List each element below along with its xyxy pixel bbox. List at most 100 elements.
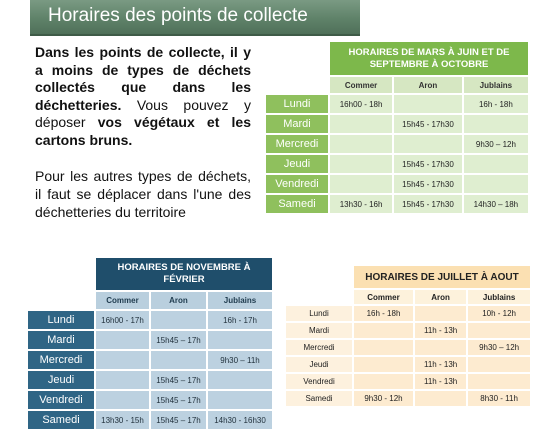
time-cell [208, 331, 272, 349]
time-cell: 13h30 - 16h [330, 195, 393, 213]
time-cell [208, 371, 272, 389]
page-title: Horaires des points de collecte [48, 5, 308, 26]
day-label: Lundi [266, 95, 328, 113]
day-label: Vendredi [28, 391, 94, 409]
time-cell [96, 331, 149, 349]
day-label: Lundi [286, 306, 352, 321]
time-cell [354, 357, 413, 372]
time-cell: 14h30 – 18h [463, 195, 528, 213]
time-cell: 16h - 18h [463, 95, 528, 113]
time-cell [415, 391, 467, 406]
schedule-table-spring-autumn: HORAIRES DE MARS À JUIN ET DE SEPTEMBRE … [264, 40, 530, 215]
day-label: Mercredi [266, 135, 328, 153]
time-cell: 9h30 – 12h [468, 340, 530, 355]
day-label: Mardi [266, 115, 328, 133]
time-cell [96, 371, 149, 389]
time-cell: 9h30 - 12h [354, 391, 413, 406]
table-row: Mercredi 9h30 – 11h [28, 351, 272, 369]
time-cell [394, 135, 462, 153]
time-cell [330, 155, 393, 173]
day-label: Samedi [28, 411, 94, 429]
time-cell [394, 95, 462, 113]
banner-bar [30, 0, 360, 36]
column-header: Aron [415, 290, 467, 304]
time-cell [354, 323, 413, 338]
time-cell: 15h45 - 17h30 [394, 175, 462, 193]
day-label: Jeudi [286, 357, 352, 372]
table-row: Lundi 16h00 - 18h 16h - 18h [266, 95, 528, 113]
intro-paragraph: Dans les points de collecte, il y a moin… [35, 44, 251, 149]
intro-normal-1: Vous pouvez y déposer [35, 96, 251, 131]
time-cell: 16h00 - 18h [330, 95, 393, 113]
table-row: Mardi 15h45 - 17h30 [266, 115, 528, 133]
header-banner: Horaires des points de collecte [0, 0, 546, 36]
time-cell: 15h45 - 17h30 [394, 115, 462, 133]
day-label: Vendredi [266, 175, 328, 193]
schedule-table-summer: HORAIRES DE JUILLET À AOUT Commer Aron J… [284, 264, 532, 408]
time-cell: 8h30 - 11h [468, 391, 530, 406]
table-corner [286, 266, 352, 288]
table-row: Vendredi 11h - 13h [286, 374, 530, 389]
table-row: Lundi 16h00 - 17h 16h - 17h [28, 311, 272, 329]
time-cell [415, 306, 467, 321]
time-cell: 15h45 – 17h [150, 391, 207, 409]
table-corner [28, 258, 94, 290]
table-row: Mercredi 9h30 – 12h [286, 340, 530, 355]
schedule-table-winter: HORAIRES DE NOVEMBRE À FÉVRIER Commer Ar… [26, 256, 274, 431]
table-row: Samedi 13h30 - 16h 15h45 - 17h30 14h30 –… [266, 195, 528, 213]
time-cell: 9h30 – 12h [463, 135, 528, 153]
column-header: Commer [354, 290, 413, 304]
day-label: Vendredi [286, 374, 352, 389]
time-cell: 16h - 18h [354, 306, 413, 321]
time-cell [354, 340, 413, 355]
table-title: HORAIRES DE MARS À JUIN ET DE SEPTEMBRE … [330, 42, 528, 75]
time-cell [468, 323, 530, 338]
day-label: Lundi [28, 311, 94, 329]
day-label: Mardi [286, 323, 352, 338]
column-header: Aron [394, 77, 462, 93]
table-row: Samedi 9h30 - 12h 8h30 - 11h [286, 391, 530, 406]
time-cell [330, 135, 393, 153]
time-cell [415, 340, 467, 355]
time-cell [468, 374, 530, 389]
time-cell [354, 374, 413, 389]
time-cell [208, 391, 272, 409]
time-cell: 15h45 - 17h30 [394, 155, 462, 173]
column-header: Commer [330, 77, 393, 93]
intro-bold-2: vos végétaux et les cartons bruns. [35, 114, 251, 148]
time-cell [463, 175, 528, 193]
column-header: Commer [96, 292, 149, 309]
table-row: Mardi 15h45 – 17h [28, 331, 272, 349]
intro-paragraph-2: Pour les autres types de déchets, il fau… [35, 168, 251, 220]
table-corner [28, 292, 94, 309]
time-cell [463, 115, 528, 133]
time-cell: 16h00 - 17h [96, 311, 149, 329]
table-row: Vendredi 15h45 - 17h30 [266, 175, 528, 193]
time-cell: 16h - 17h [208, 311, 272, 329]
time-cell: 15h45 – 17h [150, 371, 207, 389]
time-cell: 11h - 13h [415, 357, 467, 372]
table-row: Mardi 11h - 13h [286, 323, 530, 338]
table-corner [286, 290, 352, 304]
time-cell [463, 155, 528, 173]
day-label: Jeudi [28, 371, 94, 389]
table-row: Jeudi 15h45 – 17h [28, 371, 272, 389]
time-cell [96, 391, 149, 409]
day-label: Jeudi [266, 155, 328, 173]
day-label: Samedi [266, 195, 328, 213]
table-row: Samedi 13h30 - 15h 15h45 – 17h 14h30 - 1… [28, 411, 272, 429]
column-header: Aron [150, 292, 207, 309]
column-header: Jublains [463, 77, 528, 93]
time-cell: 11h - 13h [415, 374, 467, 389]
time-cell: 9h30 – 11h [208, 351, 272, 369]
table-corner [266, 77, 328, 93]
time-cell: 10h - 12h [468, 306, 530, 321]
time-cell [150, 351, 207, 369]
table-row: Vendredi 15h45 – 17h [28, 391, 272, 409]
day-label: Samedi [286, 391, 352, 406]
time-cell [330, 175, 393, 193]
table-row: Jeudi 11h - 13h [286, 357, 530, 372]
time-cell [150, 311, 207, 329]
time-cell: 14h30 - 16h30 [208, 411, 272, 429]
table-title: HORAIRES DE JUILLET À AOUT [354, 266, 530, 288]
